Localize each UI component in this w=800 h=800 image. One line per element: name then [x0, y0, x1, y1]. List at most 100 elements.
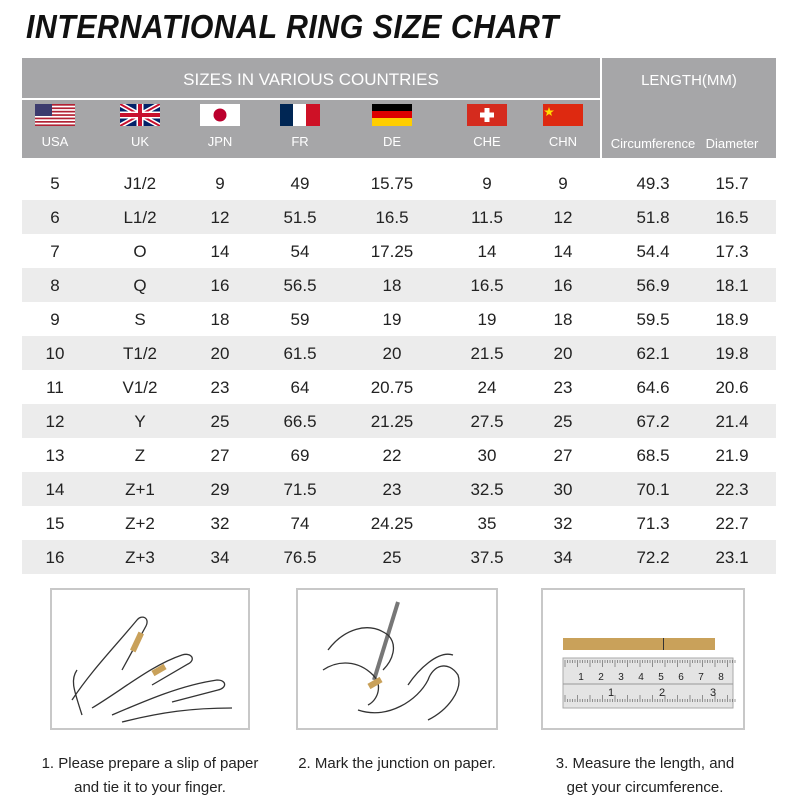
table-cell: 34	[210, 548, 230, 567]
table-cell: 18	[553, 310, 573, 329]
table-cell: 23	[210, 378, 230, 397]
table-cell: 7	[50, 242, 60, 261]
table-cell: 51.5	[283, 208, 317, 227]
table-cell: Q	[133, 276, 147, 295]
china-flag-icon	[543, 104, 583, 126]
table-cell: 72.2	[636, 548, 670, 567]
table-cell: 9	[215, 174, 225, 193]
table-cell: 14	[210, 242, 230, 261]
table-cell: 14	[45, 480, 65, 499]
table-row: 14 Z+1 29 71.5 23 32.5 30 70.1 22.3	[22, 472, 776, 506]
table-cell: O	[133, 242, 147, 261]
table-cell: 21.9	[715, 446, 749, 465]
table-cell: 9	[558, 174, 568, 193]
table-cell: 16	[210, 276, 230, 295]
ruler-number: 8	[718, 672, 724, 683]
table-cell: 24	[477, 378, 497, 397]
table-cell: 18.1	[715, 276, 749, 295]
table-row: 12 Y 25 66.5 21.25 27.5 25 67.2 21.4	[22, 404, 776, 438]
table-cell: 27.5	[470, 412, 504, 431]
table-cell: 64	[290, 378, 310, 397]
circumference-header: Circumference	[610, 136, 696, 151]
table-cell: 15	[45, 514, 65, 533]
table-cell: 25	[382, 548, 402, 567]
table-cell: J1/2	[123, 174, 157, 193]
table-cell: 30	[477, 446, 497, 465]
table-cell: Y	[134, 412, 146, 431]
table-cell: 67.2	[636, 412, 670, 431]
table-cell: 22	[382, 446, 402, 465]
table-cell: 59	[290, 310, 310, 329]
table-cell: 49	[290, 174, 310, 193]
table-cell: 68.5	[636, 446, 670, 465]
ruler-number: 4	[638, 672, 644, 683]
table-cell: 16.5	[715, 208, 749, 227]
divider	[600, 58, 602, 158]
paper-strip	[563, 638, 715, 650]
caption-line: and tie it to your finger.	[74, 779, 226, 796]
table-cell: 17.25	[370, 242, 414, 261]
table-cell: 5	[50, 174, 60, 193]
usa-flag-icon	[35, 104, 75, 126]
table-row: 6 L1/2 12 51.5 16.5 11.5 12 51.8 16.5	[22, 200, 776, 234]
country-chn: CHN	[523, 104, 603, 149]
table-cell: 12	[45, 412, 65, 431]
table-cell: 23	[382, 480, 402, 499]
table-cell: 20	[210, 344, 230, 363]
germany-flag-icon	[372, 104, 412, 126]
table-cell: 37.5	[470, 548, 504, 567]
table-cell: 13	[45, 446, 65, 465]
table-cell: Z+1	[125, 480, 155, 499]
table-cell: 64.6	[636, 378, 670, 397]
ruler-number: 6	[678, 672, 684, 683]
table-cell: 18.9	[715, 310, 749, 329]
table-cell: 74	[290, 514, 310, 533]
country-label: JPN	[207, 134, 233, 149]
ruler-number: 7	[698, 672, 704, 683]
table-cell: Z+2	[125, 514, 155, 533]
ruler-number: 1	[608, 687, 614, 699]
caption-line: 2. Mark the junction on paper.	[298, 755, 496, 772]
country-label: CHN	[548, 134, 578, 149]
table-cell: 11.5	[471, 208, 503, 227]
table-cell: 54.4	[636, 242, 670, 261]
table-cell: 18	[382, 276, 402, 295]
table-cell: T1/2	[122, 344, 158, 363]
length-title: LENGTH(MM)	[641, 72, 737, 89]
caption-line: 3. Measure the length, and	[555, 755, 735, 772]
step2-caption: 2. Mark the junction on paper.	[272, 752, 522, 776]
table-cell: 15.7	[715, 174, 749, 193]
table-cell: 22.7	[715, 514, 749, 533]
table-cell: 19	[477, 310, 497, 329]
country-label: UK	[130, 134, 150, 149]
table-cell: 69	[290, 446, 310, 465]
country-label: DE	[382, 134, 402, 149]
table-cell: 11	[46, 378, 64, 397]
ruler-number: 3	[710, 687, 716, 699]
ruler-number: 2	[659, 687, 665, 699]
country-label: USA	[41, 134, 69, 149]
table-cell: 32	[210, 514, 230, 533]
table-cell: 8	[50, 276, 60, 295]
table-cell: 12	[210, 208, 230, 227]
caption-line: get your circumference.	[566, 779, 724, 796]
table-cell: Z	[134, 446, 146, 465]
table-row: 7 O 14 54 17.25 14 14 54.4 17.3	[22, 234, 776, 268]
table-cell: 23.1	[715, 548, 749, 567]
table-cell: 12	[553, 208, 573, 227]
table-cell: 61.5	[283, 344, 317, 363]
table-cell: 21.4	[715, 412, 749, 431]
ruler-number: 2	[598, 672, 604, 683]
page-title: INTERNATIONAL RING SIZE CHART	[26, 8, 559, 45]
table-cell: 27	[210, 446, 230, 465]
table-cell: 22.3	[715, 480, 749, 499]
table-cell: 70.1	[636, 480, 670, 499]
diameter-header: Diameter	[705, 136, 759, 151]
table-cell: 71.5	[283, 480, 317, 499]
hand-with-paper-icon	[71, 616, 233, 723]
table-cell: L1/2	[123, 208, 157, 227]
table-cell: 6	[50, 208, 60, 227]
table-cell: Z+3	[125, 548, 155, 567]
country-label: FR	[291, 134, 309, 149]
table-cell: 9	[482, 174, 492, 193]
